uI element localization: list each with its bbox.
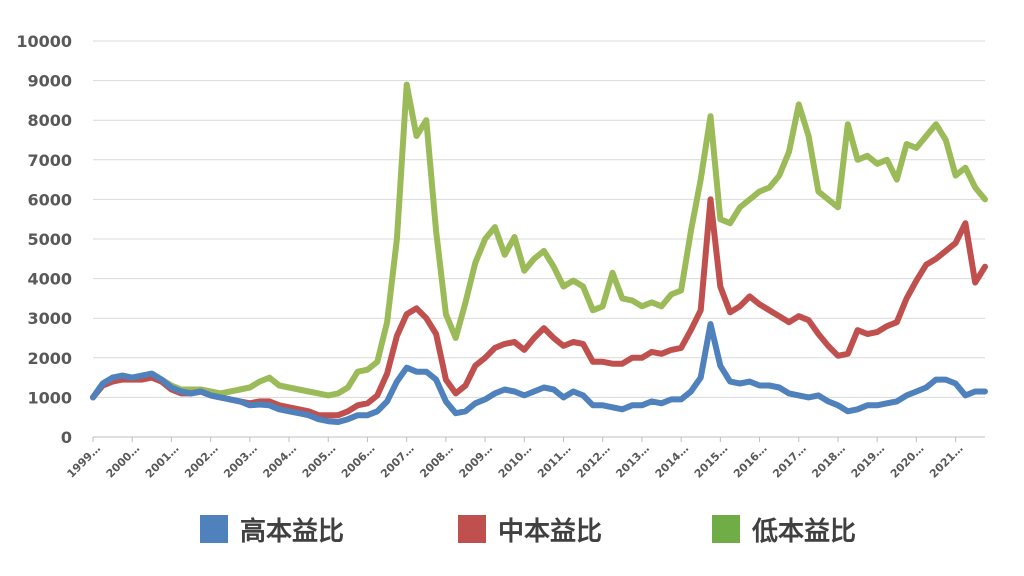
legend-swatch-low-pe	[712, 515, 740, 543]
x-tick-label: 2015…	[692, 442, 731, 481]
x-tick-label: 2021…	[927, 442, 966, 481]
legend-swatch-mid-pe	[458, 515, 486, 543]
gridlines	[93, 40, 985, 438]
x-tick-label: 2013…	[613, 442, 652, 481]
legend-item-high-pe: 高本益比	[200, 512, 345, 547]
legend-swatch-high-pe	[200, 515, 228, 543]
x-tick-label: 2005…	[300, 442, 339, 481]
x-axis: 1999… 2000… 2001… 2002… 2003… 2004… 2005… 2006……	[64, 437, 966, 481]
y-tick-label: 5000	[27, 230, 72, 249]
legend-label-high-pe: 高本益比	[240, 516, 345, 547]
x-tick-label: 2012…	[574, 442, 613, 481]
series-line-mid-pe	[90, 196, 988, 419]
x-tick-label: 2009…	[457, 442, 496, 481]
x-tick-label: 2011…	[535, 442, 574, 481]
legend: 高本益比 中本益比 低本益比	[0, 500, 1024, 560]
x-tick-label: 2001…	[143, 442, 182, 481]
y-tick-label: 0	[61, 428, 72, 447]
x-tick-label: 2004…	[261, 442, 300, 481]
x-tick-label: 2014…	[653, 442, 692, 481]
y-tick-label: 3000	[27, 309, 72, 328]
x-tick-label: 1999…	[64, 442, 103, 481]
x-tick-label: 2000…	[104, 442, 143, 481]
x-tick-label: 2019…	[849, 442, 888, 481]
y-tick-label: 10000	[16, 32, 72, 51]
series-line-low-pe	[90, 81, 988, 401]
x-tick-label: 2020…	[888, 442, 927, 481]
legend-item-low-pe: 低本益比	[712, 512, 857, 547]
y-tick-label: 6000	[27, 190, 72, 209]
series-line-high-pe	[90, 321, 988, 425]
x-tick-label: 2018…	[809, 442, 848, 481]
x-tick-label: 2017…	[770, 442, 809, 481]
x-tick-label: 2016…	[731, 442, 770, 481]
legend-label-mid-pe: 中本益比	[498, 516, 603, 547]
y-tick-label: 9000	[27, 72, 72, 91]
y-axis: 0 1000 2000 3000 4000 5000 6000 7000 8000 9000 100…	[16, 32, 72, 447]
legend-label-low-pe: 低本益比	[752, 516, 857, 547]
x-tick-label: 2010…	[496, 442, 535, 481]
y-tick-label: 7000	[27, 151, 72, 170]
y-tick-label: 8000	[27, 111, 72, 130]
series-lines	[90, 81, 988, 425]
y-tick-label: 4000	[27, 270, 72, 289]
x-tick-label: 2003…	[221, 442, 260, 481]
legend-item-mid-pe: 中本益比	[458, 512, 603, 547]
y-tick-label: 1000	[27, 388, 72, 407]
x-tick-label: 2006…	[339, 442, 378, 481]
x-tick-label: 2002…	[182, 442, 221, 481]
x-tick-label: 2007…	[378, 442, 417, 481]
x-tick-label: 2008…	[417, 442, 456, 481]
y-tick-label: 2000	[27, 349, 72, 368]
